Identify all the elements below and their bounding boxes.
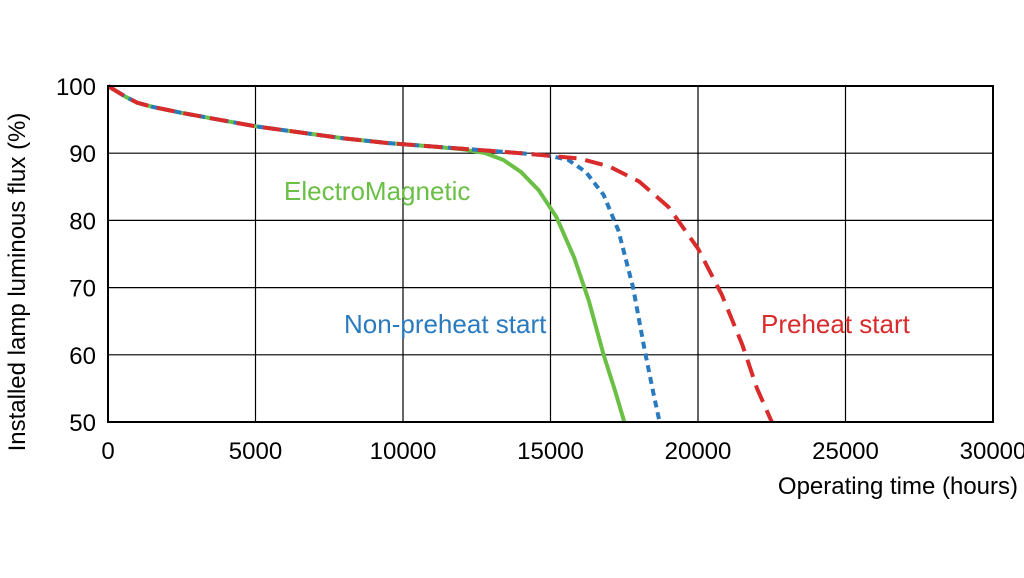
tick-labels: 0 5000 10000 15000 20000 25000 30000 50 60 70 80 90…: [56, 74, 1024, 465]
series-lines: [106, 84, 774, 423]
y-tick-label: 50: [69, 410, 96, 437]
x-tick-label: 25000: [812, 438, 879, 465]
y-tick-label: 60: [69, 343, 96, 370]
series-line-electromagnetic: [106, 84, 627, 423]
label-non-preheat-start: Non-preheat start: [344, 309, 547, 339]
series-line-non-preheat-start: [106, 84, 662, 423]
x-tick-label: 5000: [229, 438, 282, 465]
x-tick-label: 15000: [517, 438, 584, 465]
plot-frame: [107, 85, 994, 423]
series-line-preheat-start: [106, 84, 774, 423]
y-tick-label: 80: [69, 208, 96, 235]
grid: [108, 86, 993, 422]
x-tick-label: 20000: [665, 438, 732, 465]
x-tick-label: 0: [101, 438, 114, 465]
x-tick-label: 10000: [370, 438, 437, 465]
x-axis-title: Operating time (hours): [778, 473, 1018, 500]
y-tick-label: 70: [69, 276, 96, 303]
y-tick-label: 90: [69, 141, 96, 168]
x-tick-label: 30000: [960, 438, 1024, 465]
y-tick-label: 100: [56, 74, 96, 101]
y-axis-title: Installed lamp luminous flux (%): [4, 113, 31, 452]
label-preheat-start: Preheat start: [761, 309, 911, 339]
label-electromagnetic: ElectroMagnetic: [284, 176, 470, 206]
